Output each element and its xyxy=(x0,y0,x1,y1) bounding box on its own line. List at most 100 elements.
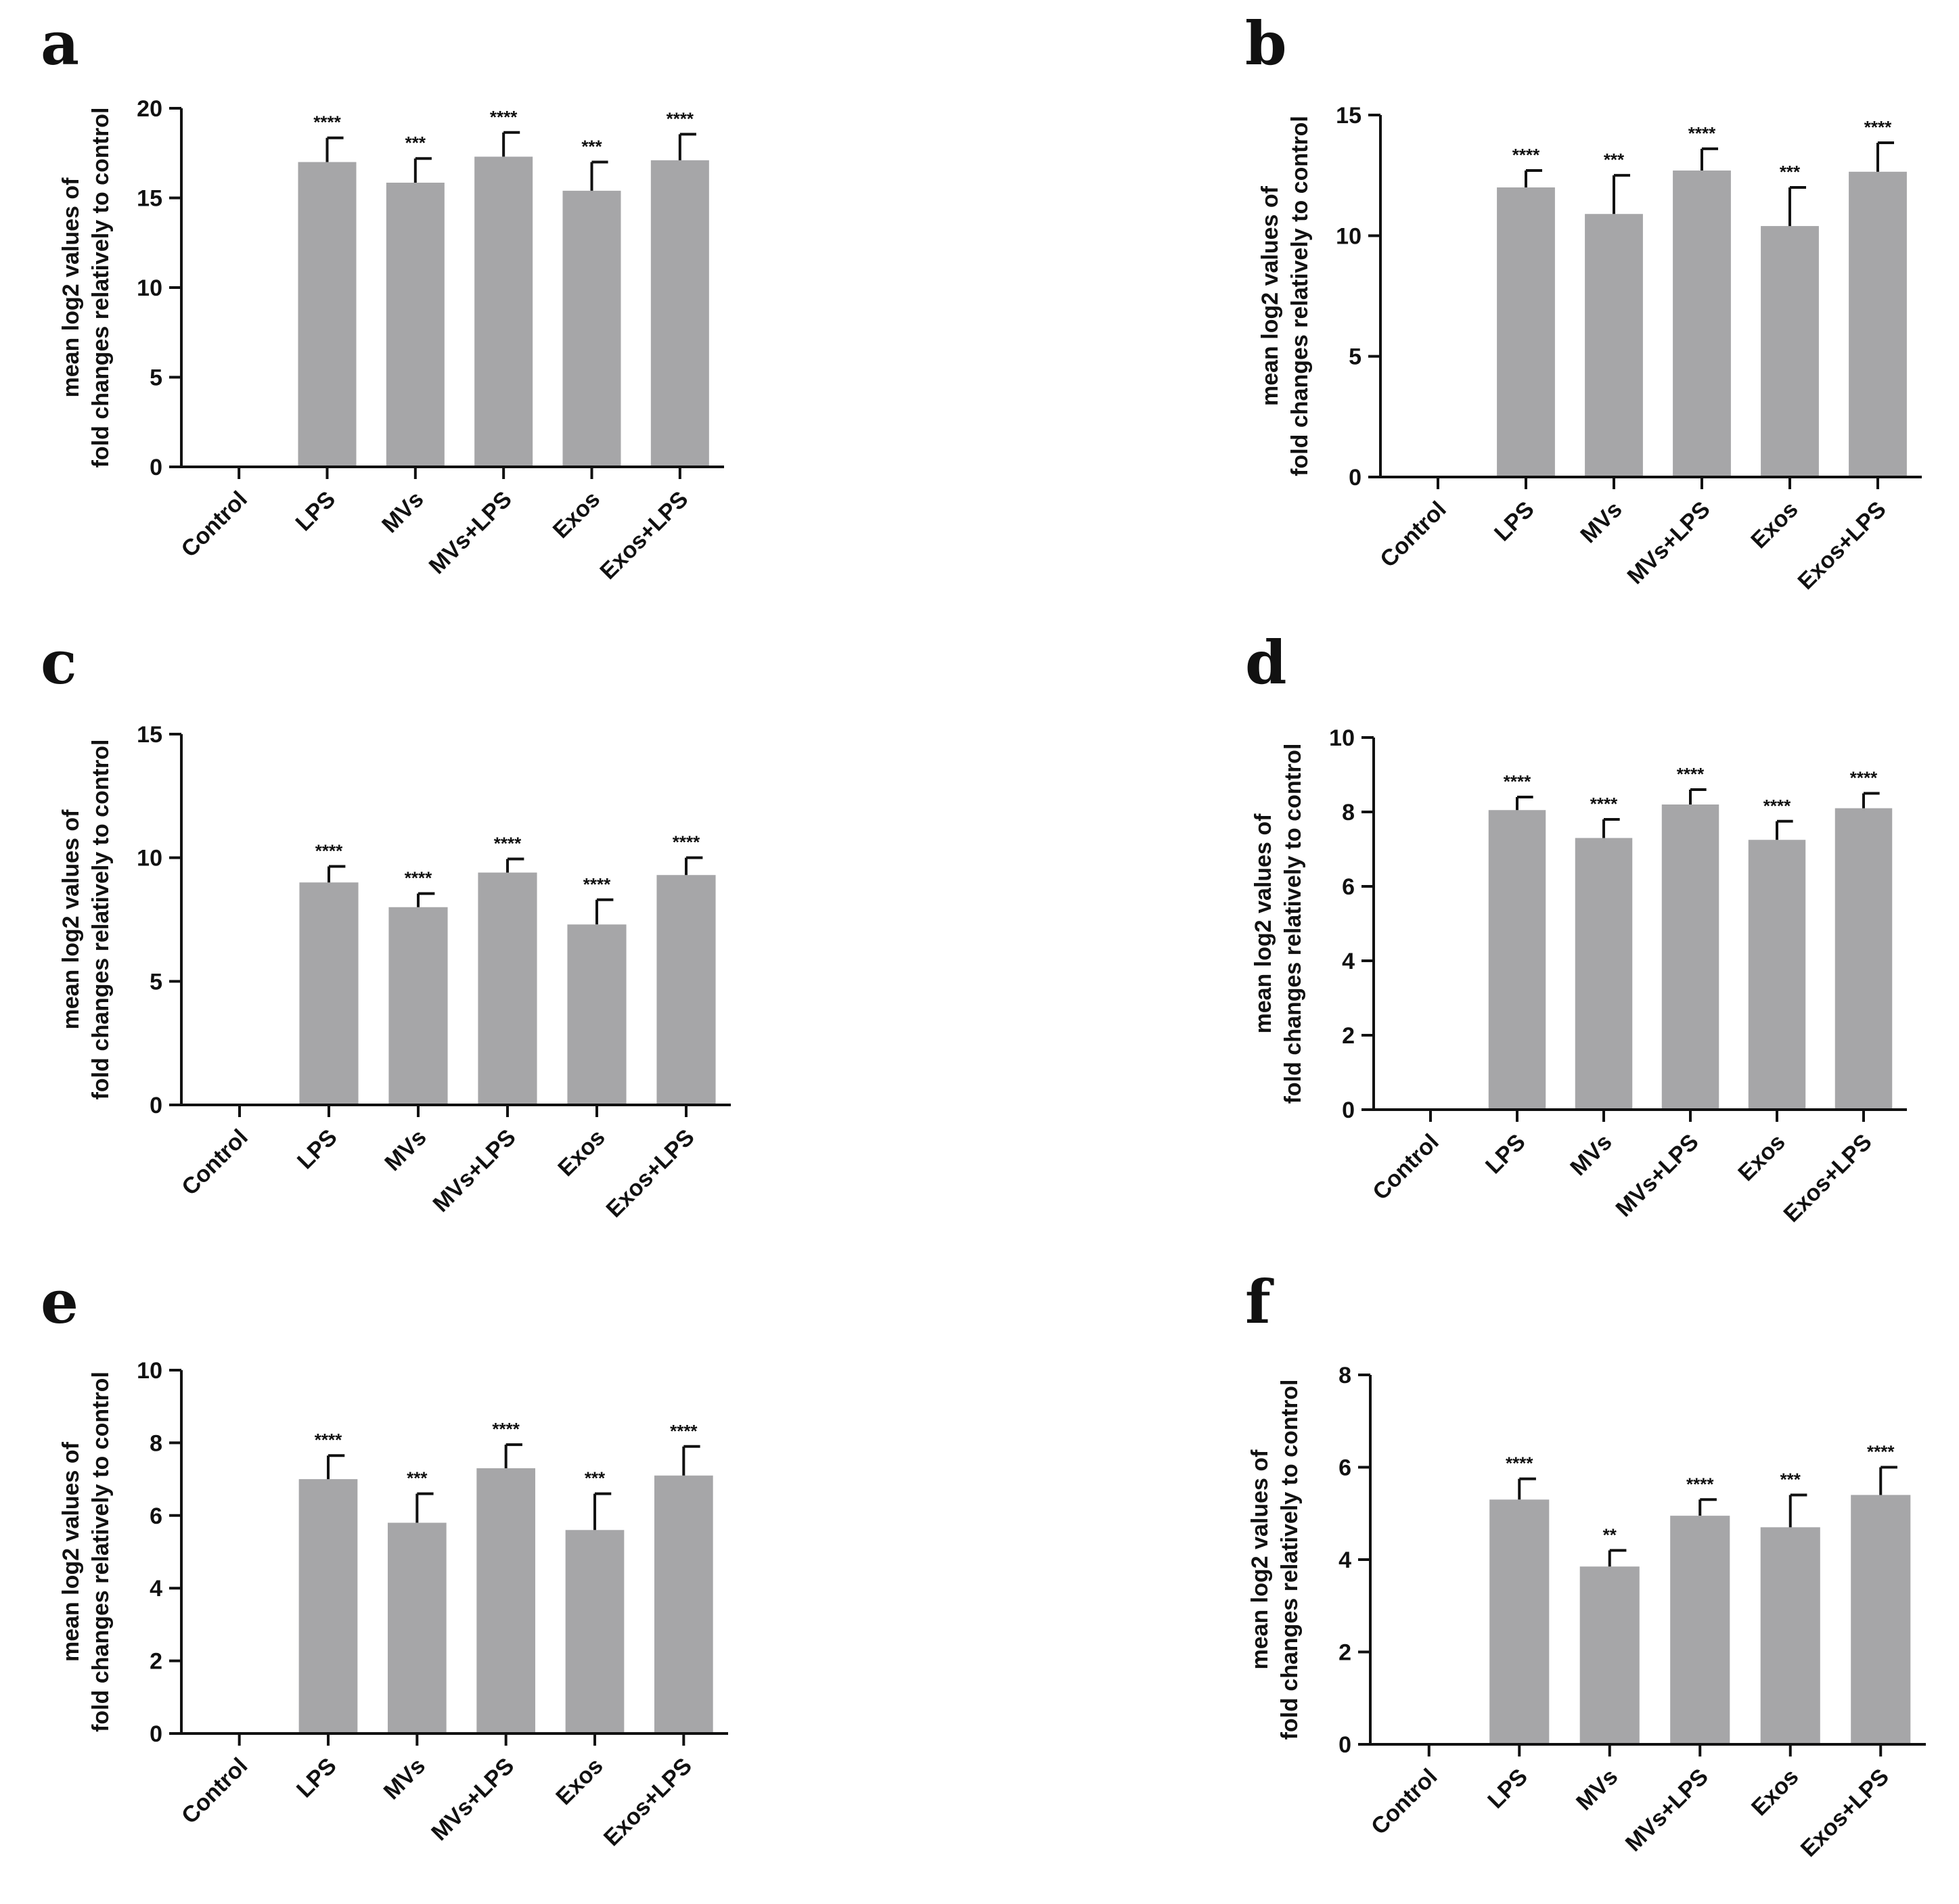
bar-exos-plus-lps xyxy=(1851,1495,1911,1744)
significance-label: **** xyxy=(1504,771,1531,792)
panel-a: a mean log2 values of fold changes relativ… xyxy=(41,8,724,585)
significance-label: **** xyxy=(667,108,694,129)
significance-label: **** xyxy=(1867,1442,1895,1462)
x-tick-label: MVs+LPS xyxy=(1623,497,1715,589)
y-tick-label: 10 xyxy=(137,846,162,871)
error-bar xyxy=(1525,169,1543,187)
significance-label: **** xyxy=(1677,764,1705,784)
x-tick-label: Exos+LPS xyxy=(1796,1764,1894,1862)
y-tick-label: 20 xyxy=(137,96,162,122)
bar-lps xyxy=(1489,1499,1550,1744)
error-bar xyxy=(506,857,524,873)
error-bar xyxy=(415,1492,434,1523)
error-bar xyxy=(413,157,432,183)
y-tick-label: 0 xyxy=(150,455,162,480)
x-tick-label: Control xyxy=(177,1753,252,1829)
panel-f: f mean log2 values of fold changes relativ… xyxy=(1245,1267,1926,1862)
error-bar xyxy=(504,1443,522,1468)
y-tick-label: 10 xyxy=(137,275,162,301)
x-tick-label: Control xyxy=(1368,1129,1443,1205)
significance-label: **** xyxy=(1512,145,1540,165)
bar-mvs-plus-lps xyxy=(474,156,533,468)
panel-letter: a xyxy=(41,8,79,78)
error-bar xyxy=(1862,792,1880,809)
error-bar xyxy=(1698,1498,1717,1516)
significance-label: ** xyxy=(1603,1524,1617,1545)
y-tick-label: 15 xyxy=(137,186,162,212)
bar-mvs-plus-lps xyxy=(476,1468,536,1733)
bar-exos-plus-lps xyxy=(1849,171,1907,478)
significance-label: **** xyxy=(670,1421,698,1441)
error-bar xyxy=(1701,147,1719,171)
x-tick-label: Exos+LPS xyxy=(602,1125,700,1223)
significance-label: **** xyxy=(1763,796,1791,816)
y-tick-label: 2 xyxy=(1342,1023,1355,1049)
bar-mvs-plus-lps xyxy=(1673,171,1731,478)
x-tick-label: MVs xyxy=(1571,1764,1623,1815)
y-axis-label-line1: mean log2 values of xyxy=(58,1441,84,1662)
y-tick-label: 6 xyxy=(150,1503,162,1529)
error-bar xyxy=(1602,818,1620,838)
y-axis-label: mean log2 values of fold changes relative… xyxy=(1247,1380,1303,1740)
significance-label: **** xyxy=(1850,768,1878,788)
error-bar xyxy=(1879,1466,1897,1495)
error-bar xyxy=(502,131,520,157)
error-bar xyxy=(1788,1493,1807,1528)
bar-exos xyxy=(1760,1527,1820,1744)
x-tick-label: MVs xyxy=(380,1125,431,1176)
error-bar xyxy=(682,1445,700,1476)
y-tick-label: 10 xyxy=(137,1358,162,1384)
error-bar xyxy=(1608,1549,1627,1567)
x-tick-label: MVs+LPS xyxy=(424,486,517,579)
y-tick-label: 0 xyxy=(1342,1097,1355,1123)
error-bar xyxy=(1516,796,1533,811)
significance-label: **** xyxy=(673,832,700,853)
x-tick-label: Exos xyxy=(551,1753,608,1810)
panel-c: c mean log2 values of fold changes relativ… xyxy=(41,627,731,1223)
x-tick-label: MVs+LPS xyxy=(1611,1129,1704,1222)
y-tick-label: 4 xyxy=(1338,1547,1351,1573)
x-tick-label: MVs+LPS xyxy=(1621,1764,1713,1857)
error-bar xyxy=(1518,1477,1536,1500)
bar-mvs xyxy=(1575,838,1633,1110)
y-axis-label: mean log2 values of fold changes relative… xyxy=(58,108,114,468)
y-tick-label: 5 xyxy=(1349,344,1361,370)
x-tick-label: LPS xyxy=(292,1125,342,1175)
x-tick-label: Exos xyxy=(553,1125,610,1181)
bar-mvs-plus-lps xyxy=(478,872,537,1105)
bar-exos-plus-lps xyxy=(656,875,716,1105)
bar-mvs-plus-lps xyxy=(1661,804,1719,1110)
y-tick-label: 15 xyxy=(137,722,162,748)
x-tick-label: LPS xyxy=(291,486,341,537)
y-tick-label: 5 xyxy=(150,365,162,391)
x-tick-label: Exos xyxy=(1746,497,1803,553)
bar-exos xyxy=(565,1530,625,1733)
x-tick-label: LPS xyxy=(1483,1764,1533,1814)
significance-label: *** xyxy=(1604,150,1625,170)
significance-label: **** xyxy=(583,874,611,894)
significance-label: **** xyxy=(1864,117,1892,137)
y-axis-label-line1: mean log2 values of xyxy=(58,177,84,398)
panel-letter: b xyxy=(1245,8,1287,78)
x-tick-label: Exos+LPS xyxy=(1793,497,1891,595)
error-bar xyxy=(1613,174,1631,214)
panel-letter: e xyxy=(41,1267,78,1337)
x-tick-label: Exos+LPS xyxy=(1779,1129,1877,1227)
error-bar xyxy=(1776,819,1793,840)
bar-mvs xyxy=(388,907,448,1105)
x-tick-label: Exos xyxy=(1747,1764,1803,1821)
y-axis-label: mean log2 values of fold changes relative… xyxy=(58,1372,114,1732)
y-tick-label: 8 xyxy=(150,1430,162,1456)
panel-b: b mean log2 values of fold changes relativ… xyxy=(1245,8,1922,595)
x-tick-label: Exos+LPS xyxy=(599,1753,697,1851)
error-bar xyxy=(1876,141,1895,172)
x-tick-label: Control xyxy=(1366,1764,1442,1840)
significance-label: **** xyxy=(1590,794,1618,814)
x-tick-label: MVs xyxy=(1575,497,1627,548)
x-tick-label: LPS xyxy=(292,1753,342,1803)
bar-exos-plus-lps xyxy=(654,1475,713,1733)
x-tick-label: Control xyxy=(1375,497,1451,572)
error-bar xyxy=(590,160,608,191)
significance-label: *** xyxy=(581,137,602,157)
